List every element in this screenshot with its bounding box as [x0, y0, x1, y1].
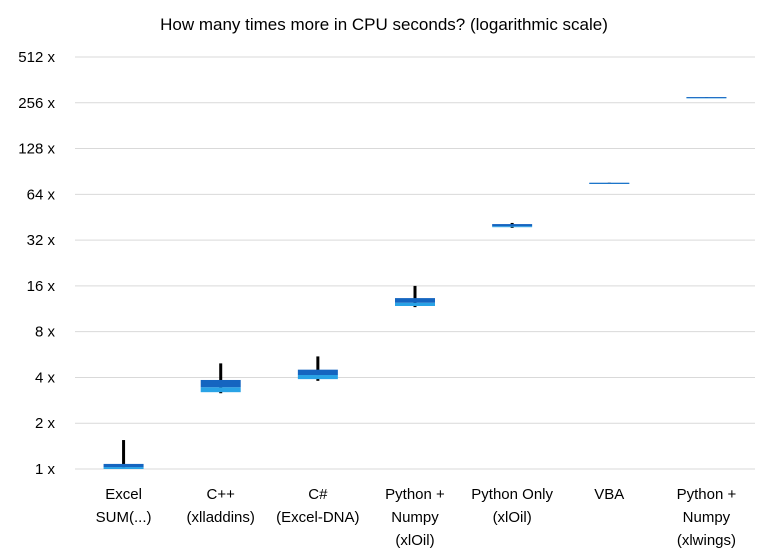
y-axis-tick-labels: 1 x 2 x 4 x 8 x 16 x 32 x 64 x 128 x 256 x 512 x	[18, 49, 55, 478]
gridlines	[75, 56, 755, 470]
box-lower	[103, 467, 144, 469]
box-lower	[492, 226, 533, 228]
box-group	[589, 182, 630, 184]
x-tick-label: Python Only	[471, 486, 553, 503]
y-tick-label: 32 x	[27, 232, 56, 249]
y-tick-label: 512 x	[18, 49, 55, 66]
y-tick-label: 1 x	[35, 461, 56, 478]
x-tick-label: C#	[308, 486, 328, 503]
box-upper	[103, 463, 144, 468]
x-tick-label: Python +	[385, 486, 445, 503]
x-tick-label: SUM(...)	[96, 509, 152, 526]
y-tick-label: 128 x	[18, 141, 55, 158]
box-upper	[492, 224, 533, 227]
box-upper	[686, 97, 727, 99]
y-tick-label: 4 x	[35, 369, 56, 386]
box-group	[492, 222, 533, 228]
y-tick-label: 8 x	[35, 324, 56, 341]
box-lower	[200, 387, 241, 393]
box-upper	[200, 379, 241, 388]
x-tick-label: Excel	[105, 486, 142, 503]
box-group	[686, 97, 727, 99]
box-group	[200, 363, 241, 394]
box-group	[103, 440, 144, 469]
y-tick-label: 2 x	[35, 415, 56, 432]
boxes	[103, 97, 727, 469]
box-upper	[589, 182, 630, 184]
x-tick-label: (xlladdins)	[187, 509, 255, 526]
box-lower	[395, 302, 435, 306]
x-tick-label: (xlwings)	[677, 532, 736, 549]
y-tick-label: 256 x	[18, 95, 55, 112]
x-axis-category-labels: Excel SUM(...) C++ (xlladdins) C# (Excel-DNA)…	[96, 486, 737, 549]
x-tick-label: Python +	[677, 486, 737, 503]
x-tick-label: C++	[207, 486, 236, 503]
y-tick-label: 16 x	[27, 278, 56, 295]
x-tick-label: Numpy	[683, 509, 731, 526]
box-group	[395, 285, 435, 308]
box-upper	[297, 369, 338, 376]
x-tick-label: (xlOil)	[493, 509, 532, 526]
box-group	[297, 356, 338, 381]
box-upper	[395, 298, 435, 303]
x-tick-label: (Excel-DNA)	[276, 509, 359, 526]
y-tick-label: 64 x	[27, 186, 56, 203]
x-tick-label: Numpy	[391, 509, 439, 526]
chart-title: How many times more in CPU seconds? (log…	[160, 15, 608, 34]
x-tick-label: (xlOil)	[395, 532, 434, 549]
box-lower	[297, 375, 338, 380]
x-tick-label: VBA	[594, 486, 624, 503]
